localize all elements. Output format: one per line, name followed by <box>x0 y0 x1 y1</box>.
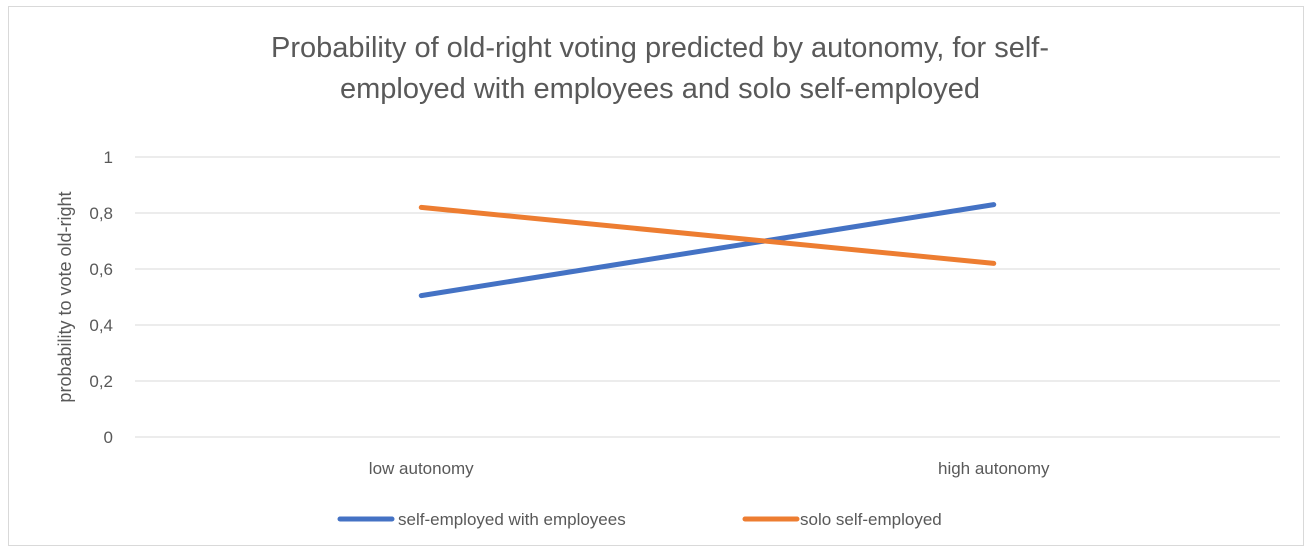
y-tick-label: 0,4 <box>89 316 113 335</box>
series-line-2 <box>418 204 997 266</box>
y-axis-title: probability to vote old-right <box>55 191 75 402</box>
y-axis-ticks: 0 0,2 0,4 0,6 0,8 1 <box>89 148 113 447</box>
series-lines <box>418 202 997 299</box>
series-line-1 <box>418 202 997 299</box>
chart-title-line-2: employed with employees and solo self-em… <box>340 73 980 105</box>
gridlines <box>135 156 1280 438</box>
x-axis-ticks: low autonomy high autonomy <box>369 459 1050 478</box>
chart-frame <box>8 6 1304 546</box>
legend-label: solo self-employed <box>800 510 942 529</box>
y-tick-label: 0,2 <box>89 372 113 391</box>
y-tick-label: 0,8 <box>89 204 113 223</box>
legend-label: self-employed with employees <box>398 510 626 529</box>
chart-title-line-1: Probability of old-right voting predicte… <box>271 32 1049 64</box>
y-tick-label: 1 <box>104 148 113 167</box>
x-tick-label: low autonomy <box>369 459 474 478</box>
y-tick-label: 0,6 <box>89 260 113 279</box>
legend[interactable]: self-employed with employees solo self-em… <box>337 510 942 529</box>
x-tick-label: high autonomy <box>938 459 1050 478</box>
y-tick-label: 0 <box>104 428 113 447</box>
